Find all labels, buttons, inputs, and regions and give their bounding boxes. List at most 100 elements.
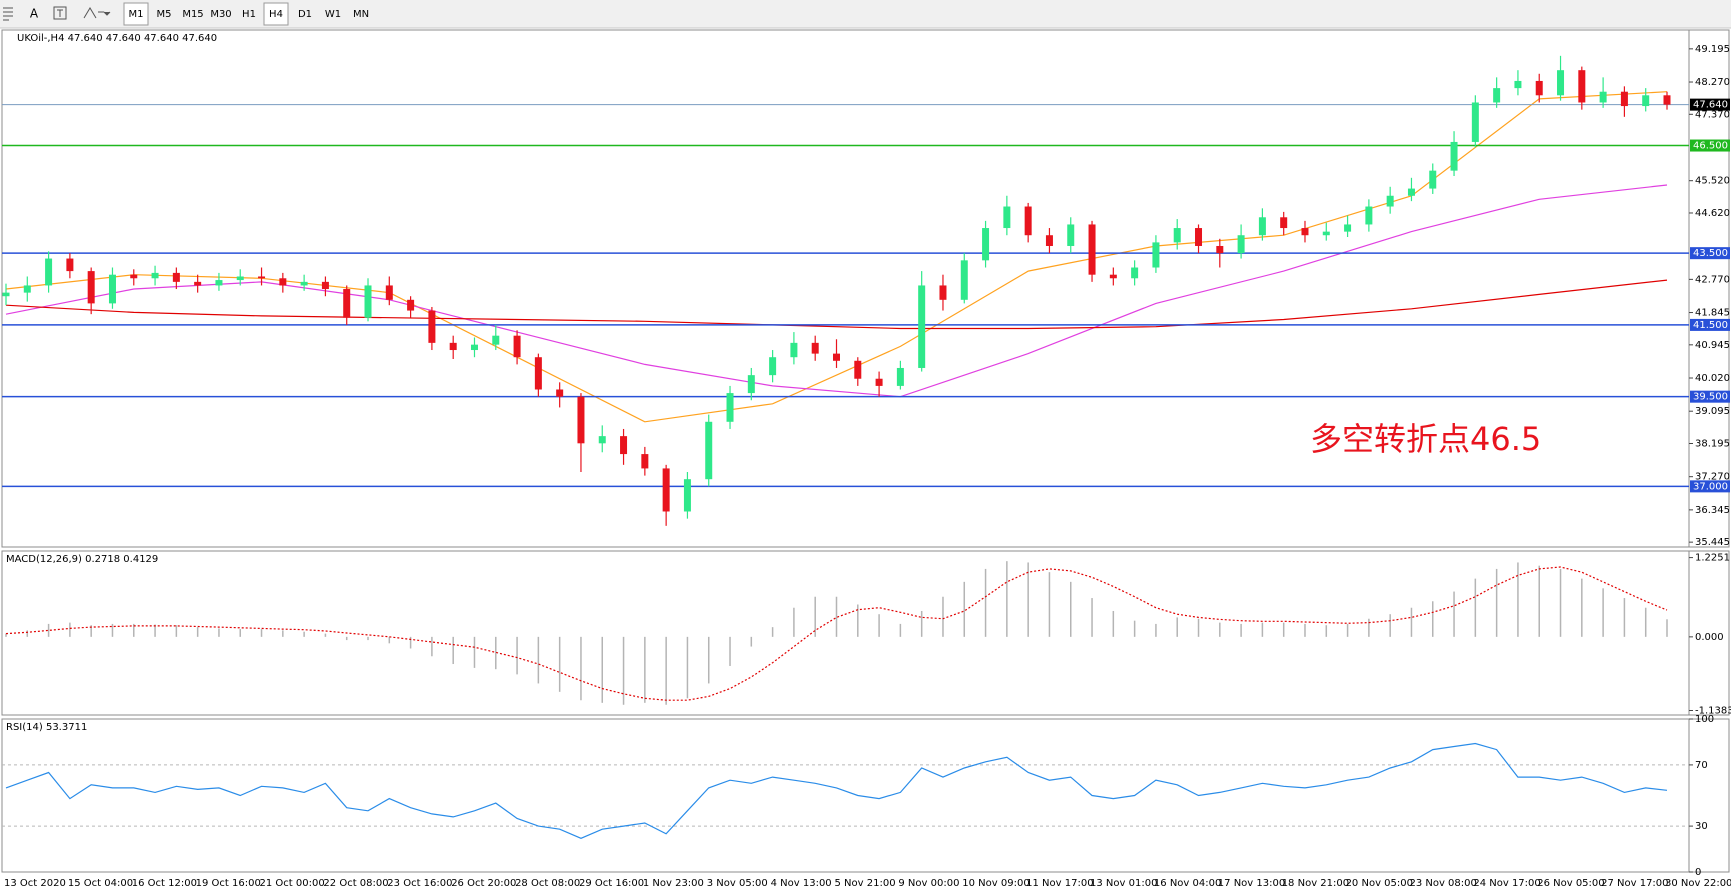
candle-body <box>2 292 10 297</box>
candle-body <box>1365 206 1373 225</box>
candle-body <box>1024 206 1032 236</box>
timeframe-button[interactable]: M30 <box>210 9 231 20</box>
y-tick-label: 35.445 <box>1695 537 1730 548</box>
timeframe-button[interactable]: D1 <box>298 9 312 20</box>
candle-body <box>87 271 95 304</box>
candle-body <box>513 335 521 358</box>
timeframe-button[interactable]: H4 <box>269 9 283 20</box>
candle-body <box>45 258 53 286</box>
candle-body <box>1152 242 1160 268</box>
y-tick-label: 40.020 <box>1695 373 1730 384</box>
x-tick-label: 28 Oct 08:00 <box>515 878 580 889</box>
menu-icon[interactable] <box>3 7 13 21</box>
timeframe-button[interactable]: W1 <box>325 9 341 20</box>
timeframe-button[interactable]: M1 <box>129 9 144 20</box>
x-tick-label: 16 Nov 04:00 <box>1154 878 1221 889</box>
moving-average <box>5 279 1668 330</box>
candle-body <box>279 278 287 286</box>
candle-body <box>215 280 223 286</box>
candle-body <box>556 389 564 397</box>
candle-body <box>194 281 202 286</box>
y-tick-label: 47.370 <box>1695 109 1730 120</box>
level-label: 41.500 <box>1693 320 1728 331</box>
x-tick-label: 9 Nov 00:00 <box>898 878 959 889</box>
candle-body <box>1493 88 1501 103</box>
candle-body <box>151 272 159 279</box>
candle-body <box>854 360 862 379</box>
x-tick-label: 27 Nov 17:00 <box>1601 878 1668 889</box>
candle-body <box>1663 95 1671 105</box>
candle-body <box>1258 217 1266 236</box>
candle-body <box>1344 224 1352 232</box>
candle-body <box>492 335 500 345</box>
x-tick-label: 22 Oct 08:00 <box>323 878 388 889</box>
x-tick-label: 15 Oct 04:00 <box>68 878 133 889</box>
candle-body <box>1599 91 1607 103</box>
timeframe-button[interactable]: H1 <box>242 9 256 20</box>
panel <box>1 718 1730 873</box>
y-tick-label: 0 <box>1695 867 1701 878</box>
candle-body <box>1429 170 1437 189</box>
panel-title: MACD(12,26,9) 0.2718 0.4129 <box>6 554 158 565</box>
candle-body <box>1386 195 1394 207</box>
panel <box>1 550 1730 716</box>
timeframe-button[interactable]: MN <box>353 9 369 20</box>
panel <box>1 29 1730 548</box>
level-label: 46.500 <box>1693 141 1728 152</box>
text-tool-glyph <box>57 9 63 17</box>
text-tool-icon[interactable] <box>53 6 67 20</box>
candle-body <box>896 367 904 386</box>
y-tick-label: 39.095 <box>1695 406 1730 417</box>
candle-body <box>875 378 883 386</box>
annotation: 多空转折点46.5 <box>1310 420 1541 458</box>
candle-body <box>747 375 755 394</box>
toolbar <box>0 0 1731 28</box>
y-tick-label: 48.270 <box>1695 77 1730 88</box>
x-tick-label: 5 Nov 21:00 <box>835 878 896 889</box>
y-tick-label: 49.195 <box>1695 44 1730 55</box>
candle-body <box>1067 224 1075 246</box>
candle-body <box>321 281 329 290</box>
candle-body <box>66 258 74 272</box>
candle-body <box>1620 91 1628 107</box>
x-tick-label: 1 Nov 23:00 <box>643 878 704 889</box>
candle-body <box>939 285 947 300</box>
candle-body <box>449 342 457 351</box>
candle-body <box>918 285 926 368</box>
candle-body <box>385 285 393 300</box>
candle-body <box>1195 228 1203 246</box>
level-label: 37.000 <box>1693 481 1728 492</box>
shapes-icon[interactable] <box>83 7 104 19</box>
x-tick-label: 30 Nov 22:00 <box>1665 878 1731 889</box>
level-tag <box>1690 480 1730 493</box>
y-tick-label: 45.520 <box>1695 176 1730 187</box>
y-tick-label: 30 <box>1695 821 1708 832</box>
candle-body <box>620 436 628 455</box>
level-tag <box>1690 247 1730 260</box>
candle-body <box>172 272 180 282</box>
timeframe-button[interactable]: M5 <box>157 9 172 20</box>
x-tick-label: 17 Nov 13:00 <box>1218 878 1285 889</box>
candle-body <box>1173 228 1181 243</box>
timeframe-button[interactable]: M15 <box>182 9 203 20</box>
candle-body <box>130 274 138 279</box>
candle-body <box>364 285 372 318</box>
candle-body <box>705 421 713 480</box>
candle-body <box>108 274 116 304</box>
candle-body <box>811 342 819 354</box>
y-tick-label: 40.945 <box>1695 340 1730 351</box>
x-tick-label: 19 Oct 16:00 <box>196 878 261 889</box>
x-tick-label: 11 Nov 17:00 <box>1026 878 1093 889</box>
x-tick-label: 23 Nov 08:00 <box>1409 878 1476 889</box>
macd-signal <box>5 566 1668 701</box>
candle-body <box>790 342 798 358</box>
font-button[interactable]: A <box>30 7 39 21</box>
x-tick-label: 23 Oct 16:00 <box>387 878 452 889</box>
candle-body <box>1578 70 1586 103</box>
x-tick-label: 24 Nov 17:00 <box>1473 878 1540 889</box>
y-tick-label: 42.770 <box>1695 274 1730 285</box>
candle-body <box>1322 231 1330 236</box>
y-tick-label: 36.345 <box>1695 505 1730 516</box>
candle-body <box>1642 95 1650 107</box>
candle-body <box>1280 217 1288 229</box>
